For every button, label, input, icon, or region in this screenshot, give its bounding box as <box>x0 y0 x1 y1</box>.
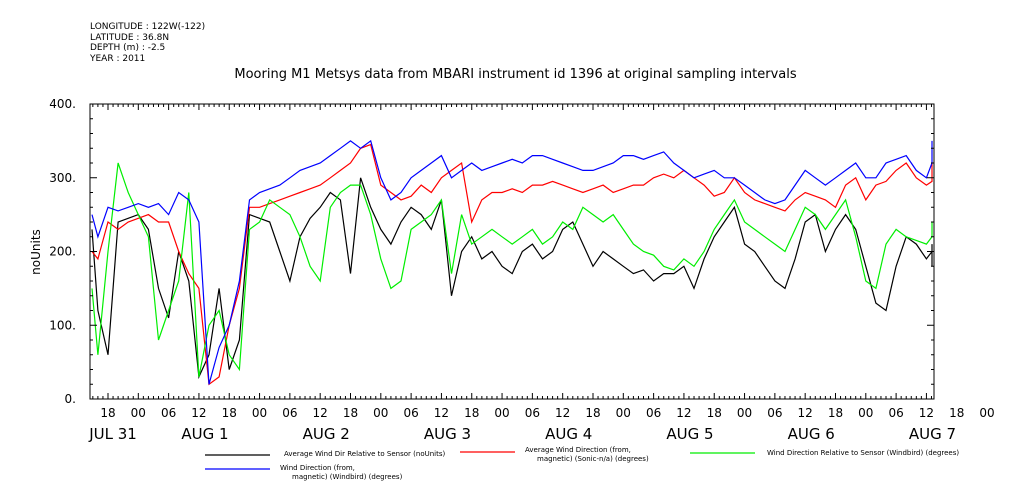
x-hour-label: 12 <box>191 406 206 420</box>
x-hour-label: 18 <box>222 406 237 420</box>
x-hour-label: 18 <box>343 406 358 420</box>
year-label: YEAR : 2011 <box>90 53 146 64</box>
x-hour-label: 06 <box>888 406 903 420</box>
longitude-label: LONGITUDE : 122W(-122) <box>90 22 206 32</box>
y-axis-label: noUnits <box>29 229 43 275</box>
x-hour-label: 06 <box>161 406 176 420</box>
legend: Average Wind Dir Relative to Sensor (noU… <box>205 446 959 481</box>
y-tick-label: 300. <box>49 171 76 185</box>
x-hour-label: 00 <box>858 406 873 420</box>
x-hour-label: 00 <box>737 406 752 420</box>
axes-layer: 0. 100. 200. 300. 400. 18 00 06 12 18 00 06 12 18 00 06… <box>49 97 994 443</box>
x-day-label: JUL 31 <box>88 425 137 443</box>
legend-label-4: Wind Direction (from, magnetic) (Windbird… <box>280 464 403 481</box>
x-hour-label: 06 <box>525 406 540 420</box>
x-hour-label: 18 <box>100 406 115 420</box>
legend-label-2: Average Wind Direction (from, magnetic) (… <box>525 446 649 463</box>
x-hour-label: 00 <box>131 406 146 420</box>
y-tick-label: 0. <box>65 392 76 406</box>
series-line-1 <box>91 177 933 380</box>
x-hour-label: 18 <box>464 406 479 420</box>
x-day-label: AUG 5 <box>666 425 713 443</box>
chart-title-wrap: Mooring M1 Metsys data from MBARI instru… <box>0 67 1009 82</box>
x-hour-label: 12 <box>555 406 570 420</box>
x-day-label: AUG 7 <box>909 425 956 443</box>
legend-label-1: Average Wind Dir Relative to Sensor (noU… <box>284 450 445 458</box>
x-hour-label: 18 <box>828 406 843 420</box>
x-hour-label: 12 <box>676 406 691 420</box>
depth-label: DEPTH (m) : -2.5 <box>90 43 166 53</box>
x-hour-label: 00 <box>616 406 631 420</box>
x-hour-label: 18 <box>707 406 722 420</box>
x-hour-label: 12 <box>919 406 934 420</box>
x-day-label: AUG 4 <box>545 425 592 443</box>
series-line-3 <box>91 162 933 378</box>
y-tick-label: 100. <box>49 318 76 332</box>
series-layer <box>91 139 933 386</box>
x-hour-label: 12 <box>313 406 328 420</box>
legend-label-3: Wind Direction Relative to Sensor (Windb… <box>767 449 959 457</box>
series-line-4 <box>91 139 933 385</box>
y-tick-label: 200. <box>49 245 76 259</box>
x-hour-label: 06 <box>403 406 418 420</box>
x-hour-label: 18 <box>585 406 600 420</box>
x-hour-label: 12 <box>798 406 813 420</box>
chart-title: Mooring M1 Metsys data from MBARI instru… <box>234 67 797 82</box>
x-day-label: AUG 6 <box>788 425 835 443</box>
x-hour-label: 00 <box>494 406 509 420</box>
x-hour-label: 12 <box>434 406 449 420</box>
metadata-block: LONGITUDE : 122W(-122) LATITUDE : 36.8N … <box>90 22 205 64</box>
y-tick-label: 400. <box>49 97 76 111</box>
x-hour-label: 06 <box>767 406 782 420</box>
x-day-label: AUG 3 <box>424 425 471 443</box>
x-hour-label: 18 <box>949 406 964 420</box>
x-hour-label: 00 <box>252 406 267 420</box>
x-hour-label: 06 <box>646 406 661 420</box>
x-hour-label: 06 <box>282 406 297 420</box>
x-hour-label: 00 <box>979 406 994 420</box>
latitude-label: LATITUDE : 36.8N <box>90 32 170 43</box>
x-day-label: AUG 1 <box>181 425 228 443</box>
series-line-2 <box>91 143 933 386</box>
x-day-label: AUG 2 <box>303 425 350 443</box>
x-hour-label: 00 <box>373 406 388 420</box>
